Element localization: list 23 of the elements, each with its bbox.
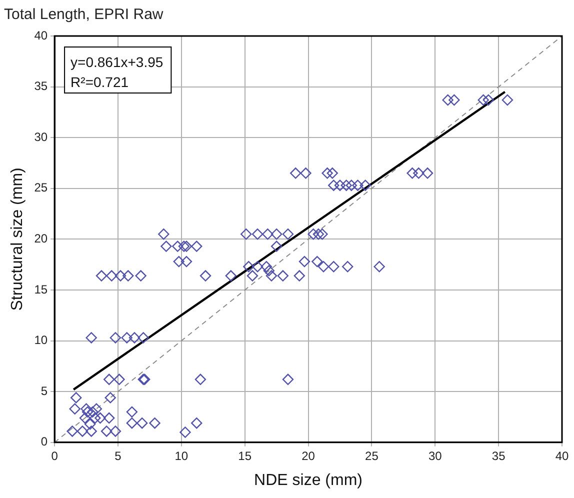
x-tick-label: 30 bbox=[428, 448, 442, 463]
y-tick-label: 15 bbox=[34, 282, 48, 296]
x-axis-title: NDE size (mm) bbox=[254, 472, 362, 489]
x-tick-label: 20 bbox=[302, 448, 316, 463]
x-tick-label: 5 bbox=[114, 448, 122, 463]
annotation: R²=0.721 bbox=[70, 74, 129, 90]
y-axis-title: Structural size (mm) bbox=[9, 168, 26, 311]
x-tick-label: 25 bbox=[365, 448, 379, 463]
chart-title: Total Length, EPRI Raw bbox=[4, 6, 164, 24]
y-tick-label: 40 bbox=[34, 28, 48, 42]
y-tick-label: 0 bbox=[40, 434, 48, 449]
y-tick-label: 10 bbox=[34, 333, 48, 348]
y-tick-label: 5 bbox=[40, 384, 48, 398]
y-tick-label: 25 bbox=[34, 180, 48, 195]
x-tick-label: 10 bbox=[174, 448, 188, 463]
x-tick-label: 40 bbox=[555, 448, 569, 463]
x-tick-label: 15 bbox=[238, 448, 252, 463]
y-tick-label: 20 bbox=[34, 232, 48, 246]
x-tick-label: 35 bbox=[492, 448, 506, 463]
annotation: y=0.861x+3.95 bbox=[70, 54, 164, 70]
y-tick-label: 30 bbox=[34, 130, 48, 144]
y-tick-label: 35 bbox=[34, 79, 48, 94]
x-tick-label: 0 bbox=[51, 448, 58, 463]
